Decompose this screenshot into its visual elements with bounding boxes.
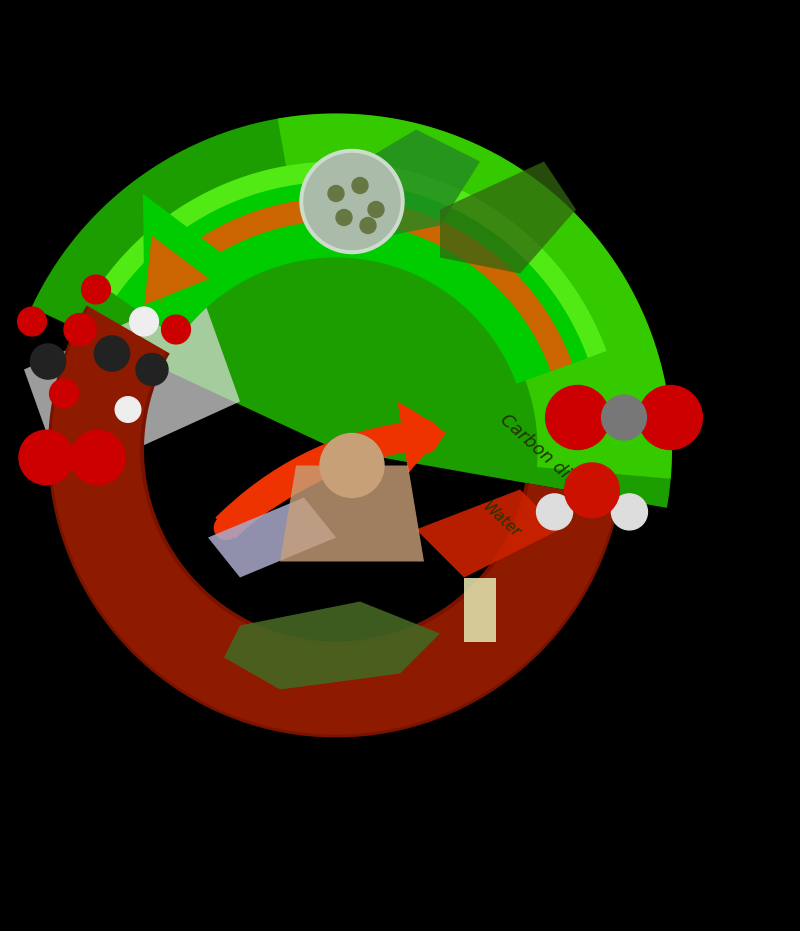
- Circle shape: [162, 315, 190, 344]
- Polygon shape: [100, 161, 606, 358]
- Circle shape: [64, 314, 96, 345]
- Polygon shape: [51, 307, 617, 735]
- Polygon shape: [208, 497, 336, 577]
- Circle shape: [94, 336, 130, 371]
- Circle shape: [336, 209, 352, 225]
- Polygon shape: [440, 161, 576, 274]
- Polygon shape: [280, 466, 424, 561]
- Circle shape: [638, 385, 702, 450]
- Polygon shape: [48, 305, 620, 737]
- Circle shape: [537, 494, 573, 530]
- Circle shape: [352, 178, 368, 194]
- Circle shape: [130, 307, 158, 336]
- Circle shape: [546, 385, 610, 450]
- Polygon shape: [100, 161, 606, 384]
- Circle shape: [50, 379, 78, 408]
- Circle shape: [320, 434, 384, 497]
- Circle shape: [304, 154, 400, 250]
- Polygon shape: [336, 129, 480, 241]
- Polygon shape: [31, 114, 672, 507]
- Polygon shape: [464, 577, 496, 641]
- Circle shape: [136, 354, 168, 385]
- Polygon shape: [416, 490, 560, 577]
- Circle shape: [360, 218, 376, 234]
- Circle shape: [565, 463, 619, 518]
- Polygon shape: [278, 114, 672, 479]
- Circle shape: [602, 395, 646, 440]
- Text: Carbon di...: Carbon di...: [496, 411, 586, 493]
- Polygon shape: [24, 290, 240, 481]
- Circle shape: [70, 430, 125, 485]
- Circle shape: [611, 494, 647, 530]
- Polygon shape: [143, 194, 251, 305]
- Polygon shape: [143, 198, 572, 371]
- Circle shape: [368, 201, 384, 218]
- FancyArrowPatch shape: [216, 403, 446, 537]
- Text: Water: Water: [480, 499, 524, 541]
- Circle shape: [18, 307, 46, 336]
- Circle shape: [115, 397, 141, 423]
- Polygon shape: [144, 236, 209, 305]
- Circle shape: [328, 185, 344, 201]
- Circle shape: [30, 344, 66, 379]
- Polygon shape: [224, 601, 440, 690]
- Circle shape: [300, 150, 404, 253]
- Circle shape: [82, 275, 110, 304]
- Circle shape: [19, 430, 74, 485]
